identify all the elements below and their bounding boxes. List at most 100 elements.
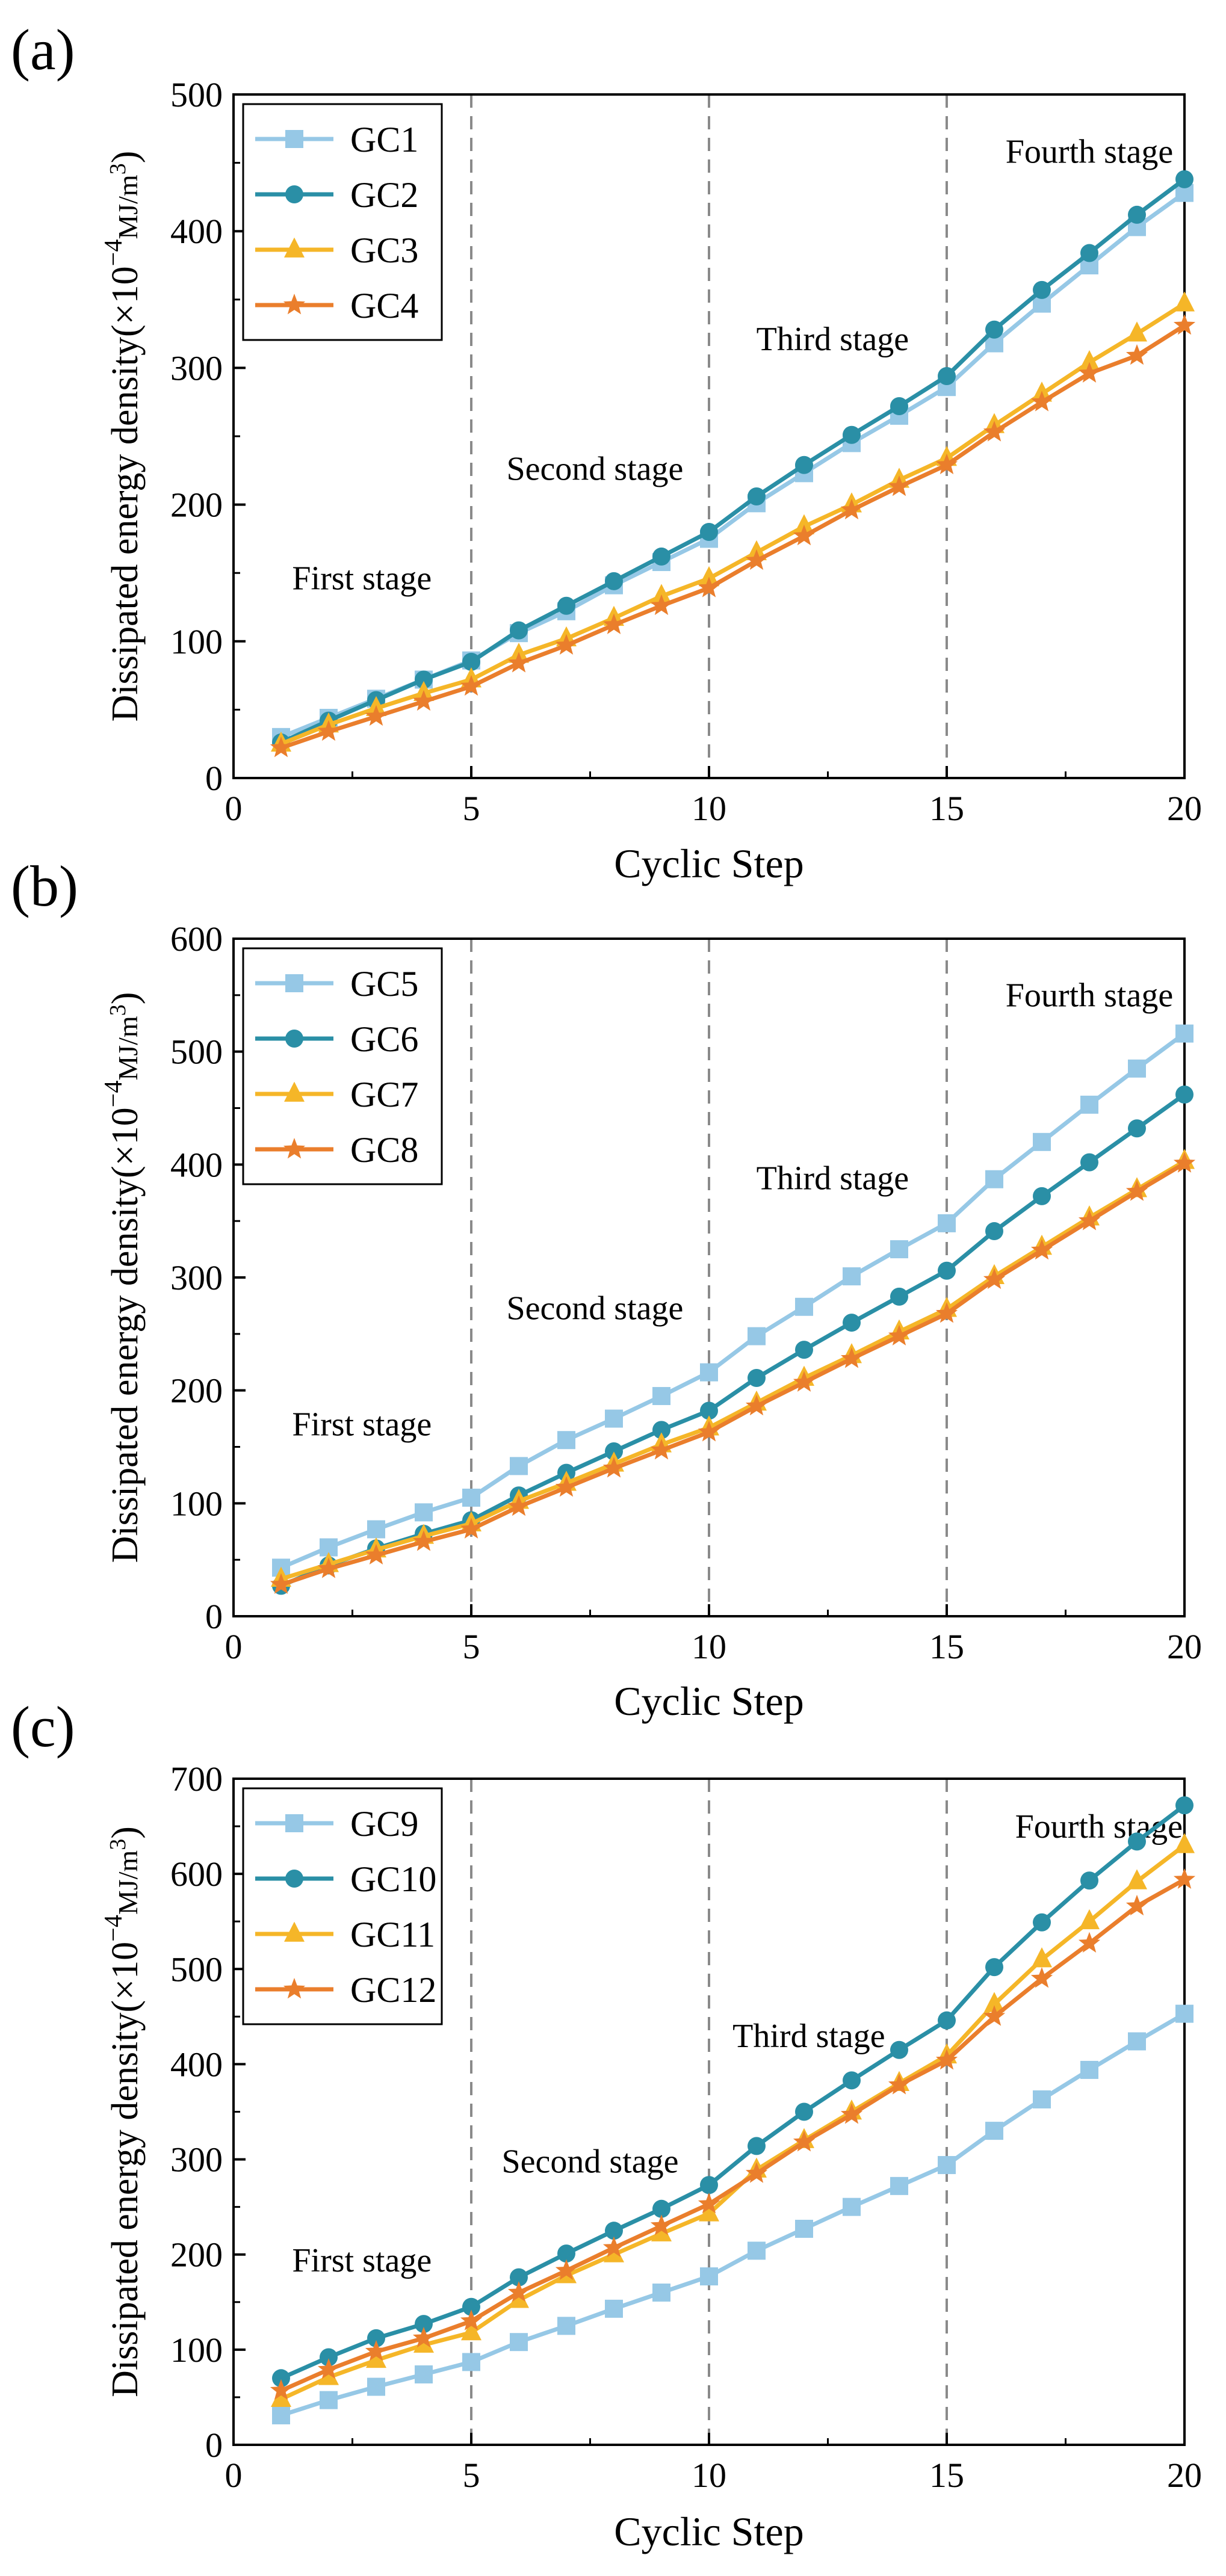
- data-point: [412, 2326, 435, 2348]
- data-point: [890, 2040, 908, 2059]
- data-point: [460, 675, 483, 696]
- data-point: [843, 1314, 861, 1332]
- data-point: [1128, 205, 1146, 224]
- series-GC7: [271, 1149, 1195, 1587]
- data-point: [317, 1557, 340, 1578]
- y-tick-label: 0: [205, 2426, 223, 2465]
- legend-label: GC8: [350, 1130, 418, 1170]
- data-point: [698, 576, 720, 598]
- data-point: [890, 1287, 908, 1306]
- stage-label: First stage: [292, 560, 432, 597]
- legend-marker: [285, 185, 303, 203]
- data-point: [1080, 2060, 1098, 2079]
- data-point: [555, 634, 578, 655]
- data-point: [938, 2011, 956, 2030]
- data-point: [1128, 1119, 1146, 1138]
- x-tick-label: 10: [692, 789, 726, 828]
- data-point: [1175, 1796, 1193, 1815]
- data-point: [795, 1297, 813, 1316]
- data-point: [602, 1457, 625, 1478]
- stage-label: Fourth stage: [1006, 134, 1173, 171]
- data-point: [938, 1261, 956, 1280]
- data-point: [983, 2005, 1006, 2026]
- x-tick-label: 0: [225, 1627, 243, 1666]
- y-tick-label: 400: [170, 2045, 223, 2084]
- data-point: [1030, 1239, 1053, 1260]
- data-point: [745, 549, 768, 570]
- data-point: [795, 2220, 813, 2238]
- series-GC9: [272, 2004, 1193, 2424]
- data-point: [795, 456, 813, 474]
- stage-label: Fourth stage: [1006, 977, 1173, 1015]
- x-tick-label: 20: [1167, 2456, 1202, 2495]
- data-point: [700, 2176, 718, 2195]
- x-tick-label: 5: [463, 2456, 480, 2495]
- x-axis-label: Cyclic Step: [614, 1678, 803, 1724]
- data-point: [748, 2241, 766, 2260]
- legend-marker: [283, 1138, 306, 1159]
- stage-label: First stage: [292, 2242, 432, 2279]
- y-tick-label: 100: [170, 1484, 223, 1523]
- data-point: [748, 487, 766, 505]
- legend-label: GC9: [350, 1804, 418, 1844]
- data-point: [985, 1222, 1003, 1241]
- data-point: [843, 2198, 861, 2216]
- data-point: [890, 1240, 908, 1259]
- series-GC5: [272, 1024, 1193, 1577]
- x-tick-label: 10: [692, 2456, 726, 2495]
- y-tick-label: 100: [170, 2330, 223, 2370]
- series-GC10: [272, 1796, 1193, 2388]
- y-tick-label: 100: [170, 622, 223, 661]
- data-point: [412, 1530, 435, 1551]
- data-point: [1173, 1152, 1196, 1173]
- data-point: [462, 652, 480, 671]
- data-point: [605, 2299, 623, 2318]
- legend-marker: [284, 1081, 305, 1102]
- x-tick-label: 15: [929, 1627, 964, 1666]
- y-axis-label: Dissipated energy density(×10−4MJ/m3): [100, 992, 146, 1563]
- y-tick-label: 0: [205, 1597, 223, 1636]
- data-point: [412, 690, 435, 711]
- x-tick-label: 0: [225, 2456, 243, 2495]
- x-tick-label: 20: [1167, 1627, 1202, 1666]
- data-point: [650, 594, 673, 616]
- y-tick-label: 600: [170, 919, 223, 959]
- data-point: [271, 2386, 291, 2408]
- data-point: [367, 1520, 385, 1539]
- data-point: [272, 2369, 290, 2388]
- y-tick-label: 300: [170, 1258, 223, 1297]
- data-point: [1128, 2032, 1146, 2051]
- stage-label: Third stage: [732, 2018, 885, 2055]
- legend-marker: [284, 237, 305, 258]
- data-point: [698, 2192, 720, 2214]
- data-point: [1079, 350, 1100, 371]
- data-point: [460, 2309, 483, 2330]
- data-point: [557, 596, 575, 615]
- data-point: [985, 1958, 1003, 1977]
- data-point: [320, 2391, 338, 2409]
- data-point: [745, 1394, 768, 1416]
- data-point: [367, 2377, 385, 2396]
- data-point: [510, 1457, 528, 1475]
- data-point: [1078, 1932, 1101, 1953]
- stage-label: Second stage: [506, 451, 683, 488]
- legend-marker: [285, 130, 303, 148]
- stage-label: Second stage: [506, 1290, 683, 1327]
- data-point: [888, 475, 911, 496]
- legend-label: GC5: [350, 964, 418, 1004]
- data-point: [605, 1409, 623, 1428]
- legend-marker: [283, 294, 306, 315]
- data-point: [700, 1401, 718, 1420]
- x-tick-label: 10: [692, 1627, 726, 1666]
- y-tick-label: 200: [170, 1371, 223, 1410]
- data-point: [318, 2365, 339, 2385]
- data-point: [793, 2131, 816, 2152]
- series-line: [280, 2012, 1186, 2418]
- stage-label: Second stage: [502, 2143, 679, 2181]
- data-point: [652, 2283, 670, 2302]
- chart-panel-3: (c)0 5 10 15 200100200300400500600700Cyclic …: [11, 1694, 1202, 2554]
- x-tick-label: 15: [929, 2456, 964, 2495]
- data-point: [985, 320, 1003, 339]
- data-point: [605, 2222, 623, 2240]
